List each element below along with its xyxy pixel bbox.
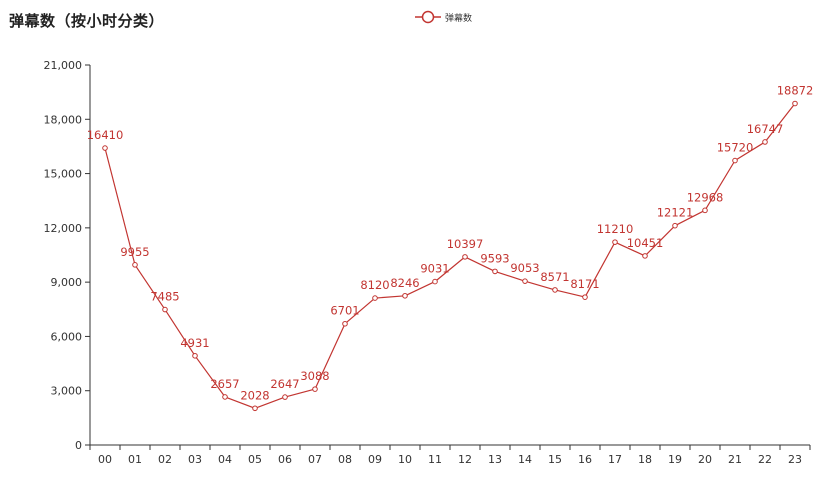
data-point[interactable] <box>762 139 768 145</box>
x-tick-label: 23 <box>788 453 802 466</box>
data-point[interactable] <box>642 253 648 259</box>
x-tick-label: 01 <box>128 453 142 466</box>
data-point[interactable] <box>342 320 348 327</box>
data-label: 8571 <box>540 270 569 284</box>
y-tick-label: 18,000 <box>44 113 83 126</box>
x-tick-label: 11 <box>428 453 442 466</box>
x-tick-label: 08 <box>338 453 352 466</box>
x-tick-label: 18 <box>638 453 652 466</box>
data-point[interactable] <box>522 278 528 284</box>
x-tick-label: 12 <box>458 453 472 466</box>
data-label: 11210 <box>597 222 634 236</box>
data-label: 9031 <box>420 262 449 276</box>
data-label: 12968 <box>687 190 724 204</box>
data-point[interactable] <box>612 239 618 245</box>
x-tick-label: 13 <box>488 453 502 466</box>
data-point[interactable] <box>132 262 138 268</box>
legend[interactable]: 弹幕数 <box>415 9 472 25</box>
data-point[interactable] <box>162 306 168 313</box>
data-point[interactable] <box>702 207 708 214</box>
x-tick-label: 19 <box>668 453 682 466</box>
x-tick-label: 00 <box>98 453 112 466</box>
y-tick-label: 15,000 <box>44 168 83 181</box>
data-label: 7485 <box>150 290 179 304</box>
x-tick-label: 21 <box>728 453 742 466</box>
data-point[interactable] <box>492 268 498 275</box>
x-tick-label: 10 <box>398 453 412 466</box>
data-label: 2657 <box>210 377 239 391</box>
data-point[interactable] <box>792 100 798 107</box>
x-tick-label: 03 <box>188 453 202 466</box>
x-tick-label: 04 <box>218 453 232 466</box>
data-label: 12121 <box>657 206 694 220</box>
data-label: 16410 <box>87 128 124 142</box>
data-label: 10397 <box>447 237 484 251</box>
x-tick-label: 17 <box>608 453 622 466</box>
x-axis: 00 01 02 03 04 05 06 07 08 09 10 11 12 13 14 15 16 17 18 19… <box>89 444 811 466</box>
x-tick-label: 15 <box>548 453 562 466</box>
data-label: 8171 <box>570 277 599 291</box>
x-tick-label: 05 <box>248 453 262 466</box>
data-label: 9053 <box>510 261 539 275</box>
x-tick-label: 16 <box>578 453 592 466</box>
data-points <box>102 100 798 412</box>
data-label: 9955 <box>120 245 149 259</box>
y-axis: 0 3,000 6,000 9,000 12,000 15,000 18,000 21,000 <box>44 59 91 452</box>
data-label: 9593 <box>480 251 509 265</box>
x-tick-label: 20 <box>698 453 712 466</box>
y-tick-label: 12,000 <box>44 222 83 235</box>
y-tick-label: 9,000 <box>51 276 83 289</box>
data-point[interactable] <box>732 157 738 164</box>
y-tick-label: 0 <box>75 439 82 452</box>
chart-title: 弹幕数（按小时分类） <box>9 12 165 30</box>
data-label: 6701 <box>330 304 359 318</box>
series-polyline <box>104 103 796 409</box>
data-point[interactable] <box>282 394 288 400</box>
data-point[interactable] <box>552 287 558 293</box>
data-point[interactable] <box>462 254 468 260</box>
data-point[interactable] <box>372 295 378 301</box>
data-point[interactable] <box>252 405 258 412</box>
data-point[interactable] <box>672 222 678 229</box>
data-label: 8120 <box>360 278 389 292</box>
data-point[interactable] <box>312 386 318 392</box>
data-label: 15720 <box>717 141 754 155</box>
legend-line-circle-icon <box>415 10 441 24</box>
legend-label: 弹幕数 <box>445 13 473 24</box>
data-label: 2647 <box>270 377 299 391</box>
data-point[interactable] <box>222 394 228 400</box>
data-label: 2028 <box>240 388 269 402</box>
data-point[interactable] <box>402 292 408 299</box>
x-tick-label: 07 <box>308 453 322 466</box>
data-label: 10451 <box>627 236 664 250</box>
data-label: 18872 <box>777 84 814 98</box>
series-line <box>104 103 796 409</box>
y-tick-label: 6,000 <box>51 330 83 343</box>
data-label: 3088 <box>300 369 329 383</box>
y-tick-label: 3,000 <box>51 385 83 398</box>
data-point[interactable] <box>192 352 198 359</box>
x-tick-label: 09 <box>368 453 382 466</box>
x-tick-label: 22 <box>758 453 772 466</box>
x-tick-label: 14 <box>518 453 532 466</box>
data-label: 4931 <box>180 336 209 350</box>
x-tick-label: 06 <box>278 453 292 466</box>
data-point[interactable] <box>102 145 108 151</box>
data-point[interactable] <box>432 278 438 285</box>
y-tick-label: 21,000 <box>44 59 83 72</box>
data-point[interactable] <box>582 294 588 300</box>
x-tick-label: 02 <box>158 453 172 466</box>
data-label: 16747 <box>747 122 784 136</box>
data-label: 8246 <box>390 276 419 290</box>
